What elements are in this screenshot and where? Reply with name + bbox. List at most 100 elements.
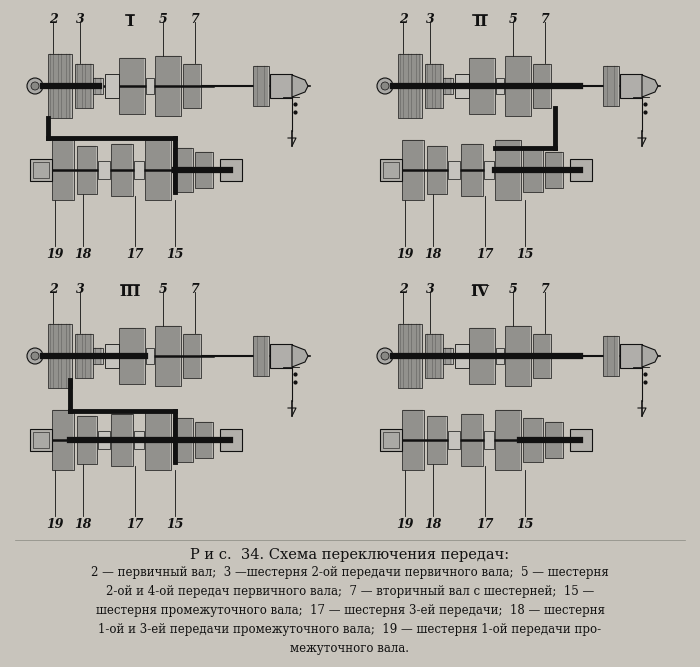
Bar xyxy=(183,334,201,378)
Bar xyxy=(603,336,619,376)
Bar xyxy=(603,66,619,106)
Bar xyxy=(77,146,97,194)
Circle shape xyxy=(377,78,393,94)
Text: 19: 19 xyxy=(46,248,64,261)
Text: 2: 2 xyxy=(48,13,57,26)
Circle shape xyxy=(27,78,43,94)
Bar xyxy=(52,140,74,200)
Bar xyxy=(523,148,543,192)
Text: 5: 5 xyxy=(509,283,517,296)
Bar xyxy=(380,429,402,451)
Bar xyxy=(402,410,424,470)
Bar xyxy=(98,431,110,449)
Text: 18: 18 xyxy=(74,248,92,261)
Text: 18: 18 xyxy=(424,248,442,261)
Text: 7: 7 xyxy=(190,13,199,26)
Bar xyxy=(443,348,453,364)
Bar xyxy=(134,161,144,179)
Bar xyxy=(195,152,213,188)
Text: 7: 7 xyxy=(540,13,550,26)
Bar xyxy=(93,348,103,364)
Bar xyxy=(469,328,495,384)
Circle shape xyxy=(31,82,39,90)
Text: 7: 7 xyxy=(190,283,199,296)
Bar xyxy=(33,432,49,448)
Text: 17: 17 xyxy=(476,518,494,531)
Text: 5: 5 xyxy=(159,283,167,296)
Bar xyxy=(425,64,443,108)
Bar xyxy=(145,410,171,470)
Bar xyxy=(146,348,154,364)
Bar xyxy=(398,324,422,388)
Bar xyxy=(111,144,133,196)
Bar xyxy=(505,326,531,386)
Text: 2: 2 xyxy=(398,13,407,26)
Bar xyxy=(383,162,399,178)
Bar xyxy=(380,159,402,181)
Bar xyxy=(523,418,543,462)
Bar xyxy=(533,64,551,108)
Bar xyxy=(183,64,201,108)
Bar xyxy=(48,324,72,388)
Bar xyxy=(30,159,52,181)
Bar xyxy=(105,74,119,98)
Polygon shape xyxy=(292,345,308,367)
Text: 2: 2 xyxy=(48,283,57,296)
Bar xyxy=(155,326,181,386)
Bar xyxy=(220,429,242,451)
Bar xyxy=(30,429,52,451)
Bar xyxy=(119,328,145,384)
Bar xyxy=(620,74,642,98)
Bar xyxy=(505,56,531,116)
Text: 2: 2 xyxy=(398,283,407,296)
Bar xyxy=(425,334,443,378)
Text: 15: 15 xyxy=(167,518,183,531)
Text: 15: 15 xyxy=(517,518,533,531)
Bar xyxy=(93,78,103,94)
Bar xyxy=(570,159,592,181)
Text: 17: 17 xyxy=(126,248,144,261)
Text: 15: 15 xyxy=(517,248,533,261)
Bar xyxy=(155,56,181,116)
Bar xyxy=(48,54,72,118)
Bar xyxy=(461,414,483,466)
Bar xyxy=(469,58,495,114)
Text: IV: IV xyxy=(470,285,489,299)
Bar xyxy=(270,74,292,98)
Bar xyxy=(105,344,119,368)
Circle shape xyxy=(31,352,39,360)
Text: 1-ой и 3-ей передачи промежуточного вала;  19 — шестерня 1-ой передачи про-: 1-ой и 3-ей передачи промежуточного вала… xyxy=(99,623,601,636)
Bar xyxy=(533,334,551,378)
Text: 19: 19 xyxy=(46,518,64,531)
Bar xyxy=(119,58,145,114)
Bar xyxy=(173,148,193,192)
Bar xyxy=(455,344,469,368)
Text: 5: 5 xyxy=(159,13,167,26)
Text: 17: 17 xyxy=(476,248,494,261)
Bar xyxy=(448,431,460,449)
Bar xyxy=(52,410,74,470)
Text: 17: 17 xyxy=(126,518,144,531)
Text: 19: 19 xyxy=(396,248,414,261)
Bar xyxy=(461,144,483,196)
Bar xyxy=(383,432,399,448)
Text: 18: 18 xyxy=(424,518,442,531)
Bar xyxy=(98,161,110,179)
Bar xyxy=(398,54,422,118)
Bar xyxy=(173,418,193,462)
Bar xyxy=(402,140,424,200)
Text: Р и с.  34. Схема переключения передач:: Р и с. 34. Схема переключения передач: xyxy=(190,548,510,562)
Bar xyxy=(443,78,453,94)
Bar xyxy=(111,414,133,466)
Bar xyxy=(496,348,504,364)
Bar xyxy=(195,422,213,458)
Bar xyxy=(496,78,504,94)
Bar xyxy=(134,431,144,449)
Bar xyxy=(33,162,49,178)
Bar xyxy=(145,140,171,200)
Bar xyxy=(570,429,592,451)
Bar xyxy=(484,431,494,449)
Text: 19: 19 xyxy=(396,518,414,531)
Bar xyxy=(220,159,242,181)
Circle shape xyxy=(27,348,43,364)
